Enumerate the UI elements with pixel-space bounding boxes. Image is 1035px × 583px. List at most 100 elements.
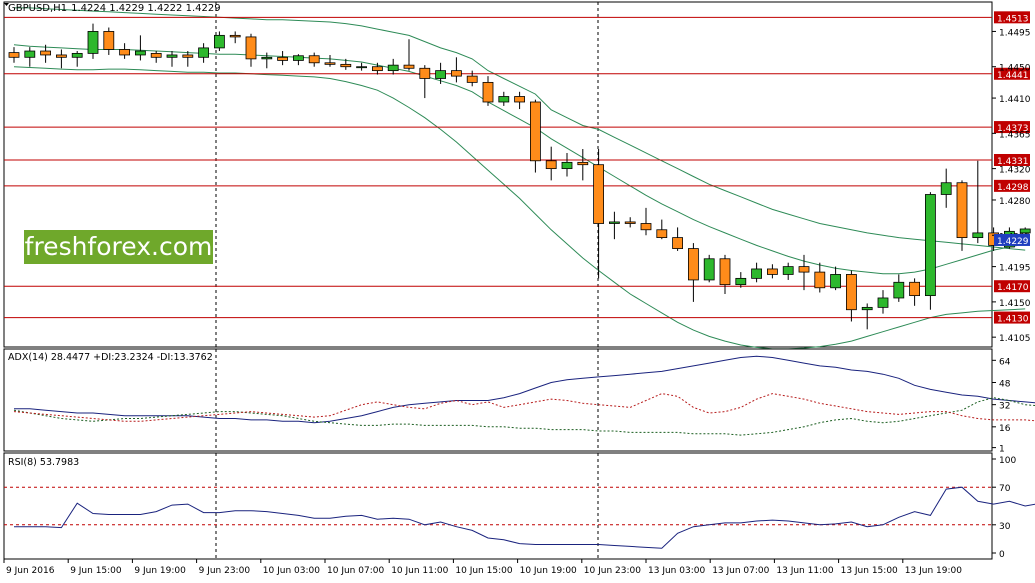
candle-body	[308, 55, 320, 64]
price-tick-label: 1.4195	[999, 264, 1031, 274]
band-upper-line	[14, 7, 1026, 251]
minus-di-line	[13, 393, 1035, 422]
time-tick-label: 9 Jun 15:00	[70, 566, 122, 576]
candle-body	[119, 49, 130, 56]
price-axis: 1.4513 1.4441 1.4373 1.4331 1.4298 1.4170 1.41…	[992, 11, 1031, 344]
candle-body	[656, 229, 668, 239]
rsi-tick-label: 100	[999, 456, 1016, 466]
candle-body	[134, 50, 146, 56]
candle-body	[909, 281, 920, 297]
rsi-panel[interactable]: RSI(8) 53.7983	[3, 452, 1035, 560]
candle-body	[814, 271, 826, 289]
candle-body	[435, 70, 447, 79]
adx-label: ADX(14) 28.4477 +DI:23.2324 -DI:13.3762	[8, 352, 213, 363]
rsi-tick-label: 70	[999, 484, 1011, 494]
candle-body	[530, 101, 541, 162]
level-price-tag	[994, 121, 1030, 134]
level-price-label: 1.4331	[997, 157, 1029, 167]
adx-tick-label: 32	[999, 402, 1010, 412]
price-tick-label: 1.4495	[999, 28, 1031, 38]
candle-body	[466, 75, 478, 83]
adx-panel[interactable]: ADX(14) 28.4477 +DI:23.2324 -DI:13.3762	[3, 348, 1035, 452]
candle-body	[324, 62, 336, 65]
price-panel[interactable]: GBPUSD,H1 1.4224 1.4229 1.4222 1.4229	[3, 1, 1031, 350]
rsi-tick-label: 30	[999, 522, 1011, 532]
candle-body	[40, 50, 51, 56]
price-tick-label: 1.4150	[999, 299, 1031, 309]
candle-body	[877, 297, 889, 308]
level-price-label: 1.4373	[997, 124, 1029, 134]
time-tick-label: 13 Jun 15:00	[841, 566, 898, 576]
candle-body	[245, 36, 257, 60]
candle-body	[798, 266, 810, 273]
price-tick-label: 1.4320	[999, 166, 1031, 176]
last-price-label: 1.4229	[997, 237, 1029, 247]
candle-body	[514, 96, 525, 103]
candle-body	[609, 221, 620, 224]
candle-body	[277, 56, 289, 61]
candle-body	[340, 63, 352, 68]
time-tick-label: 13 Jun 03:00	[648, 566, 705, 576]
price-tick-label: 1.4365	[999, 130, 1031, 140]
time-tick-label: 10 Jun 11:00	[391, 566, 448, 576]
price-tick-label: 1.4280	[999, 197, 1031, 207]
price-tick-label: 1.4105	[999, 334, 1031, 344]
candle-body	[782, 266, 794, 275]
candle-body	[371, 66, 383, 72]
candle-body	[861, 306, 873, 311]
level-price-tag	[994, 179, 1030, 192]
time-tick-label: 9 Jun 19:00	[134, 566, 186, 576]
candle-body	[688, 248, 699, 281]
adx-axis: 64 48 32 16 1	[992, 357, 1011, 455]
candle-body	[893, 281, 905, 299]
candle-body	[213, 34, 225, 49]
adx-tick-label: 48	[999, 379, 1011, 389]
candle-body	[150, 52, 162, 58]
level-price-tag	[994, 153, 1030, 166]
level-price-tag	[994, 311, 1030, 324]
price-tick-label: 1.4410	[999, 95, 1031, 105]
time-tick-label: 9 Jun 23:00	[199, 566, 251, 576]
band-middle-line	[13, 44, 1026, 275]
candle-body	[166, 54, 178, 58]
candle-body	[640, 223, 652, 231]
panel-menu-icon[interactable]	[4, 3, 9, 6]
rsi-tick-label: 0	[999, 550, 1005, 560]
candle-body	[767, 268, 778, 275]
last-price-tag	[994, 233, 1030, 246]
price-tick-label: 1.4450	[999, 64, 1031, 74]
level-price-tag	[994, 11, 1030, 24]
candle-body	[1019, 228, 1031, 234]
candle-body	[498, 96, 510, 103]
level-price-tag	[994, 67, 1030, 80]
candle-body	[103, 31, 115, 50]
candle-body	[719, 258, 731, 286]
candle-body	[87, 31, 99, 54]
candle-body	[482, 81, 494, 103]
candle-body	[940, 182, 952, 195]
time-tick-label: 9 Jun 2016	[6, 566, 55, 576]
candle-body	[198, 47, 210, 58]
time-tick-label: 10 Jun 15:00	[455, 566, 512, 576]
candle-body	[846, 274, 857, 311]
freshforex-watermark: freshforex.com	[24, 230, 213, 264]
adx-line	[14, 355, 1035, 424]
candle-body	[545, 160, 557, 170]
rsi-line	[14, 486, 1035, 549]
candle-body	[403, 64, 415, 69]
candle-body	[672, 237, 683, 249]
plus-di-line	[13, 397, 1035, 436]
time-tick-label: 13 Jun 11:00	[776, 566, 833, 576]
candle-body	[561, 161, 573, 170]
candle-body	[956, 182, 968, 239]
time-tick-label: 13 Jun 07:00	[712, 566, 769, 576]
candle-body	[182, 54, 194, 58]
candle-body	[751, 268, 762, 279]
candle-body	[577, 161, 589, 166]
candle-body	[261, 56, 273, 60]
level-price-label: 1.4170	[997, 283, 1029, 293]
time-tick-label: 10 Jun 03:00	[263, 566, 320, 576]
level-price-label: 1.4298	[997, 183, 1029, 193]
adx-tick-label: 64	[999, 357, 1011, 367]
